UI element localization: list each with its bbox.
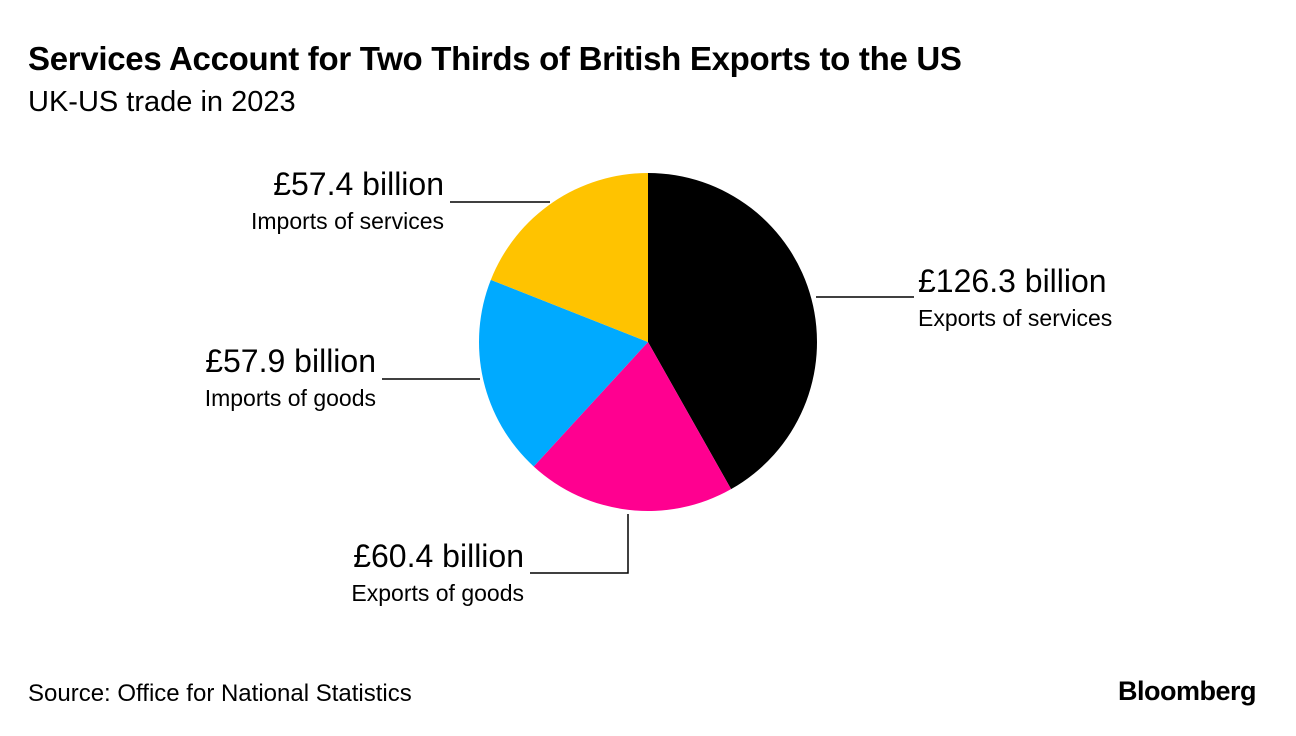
chart-title: Services Account for Two Thirds of Briti… <box>28 40 962 77</box>
chart-subtitle: UK-US trade in 2023 <box>28 86 296 118</box>
bloomberg-logo: Bloomberg <box>1117 676 1257 706</box>
data-label-value-exports-of-goods: £60.4 billion <box>353 538 524 574</box>
pie-slice-imports-of-goods <box>478 279 648 467</box>
pie-slice-exports-of-services <box>648 173 818 490</box>
data-label-name-exports-of-services: Exports of services <box>918 305 1112 331</box>
data-label-name-exports-of-goods: Exports of goods <box>351 580 524 606</box>
source-note: Source: Office for National Statistics <box>28 680 412 707</box>
data-label-name-imports-of-goods: Imports of goods <box>205 385 376 411</box>
pie-slice-imports-of-services <box>490 173 648 342</box>
pie-slice-exports-of-goods <box>533 342 732 512</box>
leader-line-exports-of-goods <box>530 514 629 574</box>
data-label-value-exports-of-services: £126.3 billion <box>918 263 1107 299</box>
data-label-value-imports-of-goods: £57.9 billion <box>205 343 376 379</box>
data-label-value-imports-of-services: £57.4 billion <box>273 166 444 202</box>
data-label-name-imports-of-services: Imports of services <box>251 208 444 234</box>
